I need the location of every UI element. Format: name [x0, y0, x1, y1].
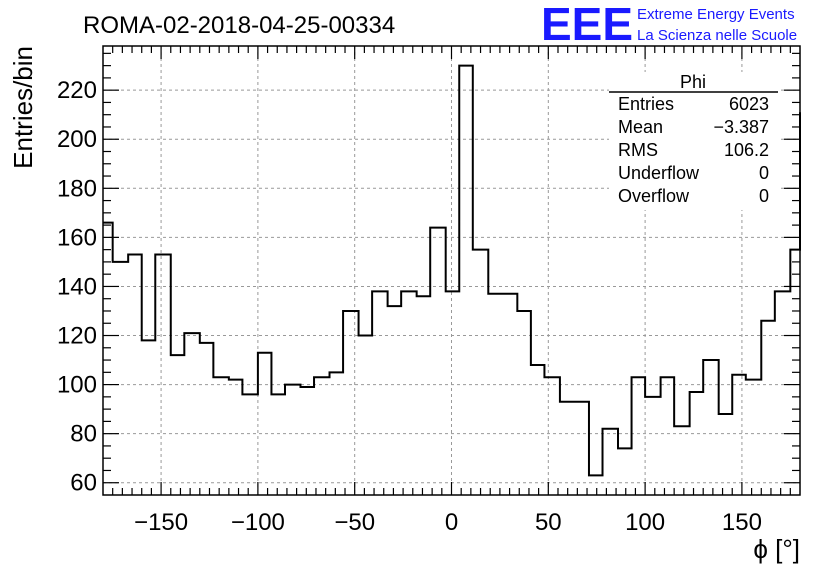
histogram-line	[103, 64, 801, 477]
y-tick-label: 200	[57, 126, 97, 153]
logo-line2: La Scienza nelle Scuole	[637, 27, 797, 44]
stats-row-label: Entries	[618, 94, 674, 114]
stats-row-label: Overflow	[618, 186, 690, 206]
stats-background	[609, 72, 778, 210]
stats-box: Phi Entries 6023 Mean −3.387 RMS 106.2 Underfl…	[609, 72, 778, 210]
x-tick-label: 0	[445, 509, 458, 536]
x-tick-label: −150	[134, 509, 188, 536]
stats-row-value: 0	[759, 186, 769, 206]
stats-row-label: Mean	[618, 117, 663, 137]
stats-row-value: 0	[759, 163, 769, 183]
y-tick-label: 60	[70, 470, 97, 497]
y-tick-label: 180	[57, 175, 97, 202]
stats-title: Phi	[680, 72, 706, 92]
x-axis-label: ϕ [°]	[753, 534, 800, 564]
stats-row-value: 6023	[729, 94, 769, 114]
y-tick-label: 160	[57, 224, 97, 251]
y-tick-labels: 60 80 100 120 140 160 180 200 220	[57, 77, 97, 497]
y-tick-label: 140	[57, 273, 97, 300]
x-tick-label: 100	[625, 509, 665, 536]
x-tick-label: 50	[535, 509, 562, 536]
logo-line1: Extreme Energy Events	[637, 6, 795, 23]
axis-ticks	[103, 46, 800, 495]
y-tick-label: 120	[57, 323, 97, 350]
stats-row-label: RMS	[618, 140, 658, 160]
stats-row-value: −3.387	[713, 117, 769, 137]
x-tick-labels: −150 −100 −50 0 50 100 150	[134, 509, 762, 536]
x-tick-label: 150	[722, 509, 762, 536]
y-tick-label: 80	[70, 421, 97, 448]
eee-logo: EEE	[541, 0, 633, 50]
chart-title: ROMA-02-2018-04-25-00334	[83, 12, 395, 39]
y-axis-label: Entries/bin	[8, 46, 38, 169]
stats-row-label: Underflow	[618, 163, 700, 183]
y-tick-label: 100	[57, 372, 97, 399]
stats-row-value: 106.2	[724, 140, 769, 160]
y-tick-label: 220	[57, 77, 97, 104]
x-tick-label: −100	[231, 509, 285, 536]
x-tick-label: −50	[334, 509, 375, 536]
